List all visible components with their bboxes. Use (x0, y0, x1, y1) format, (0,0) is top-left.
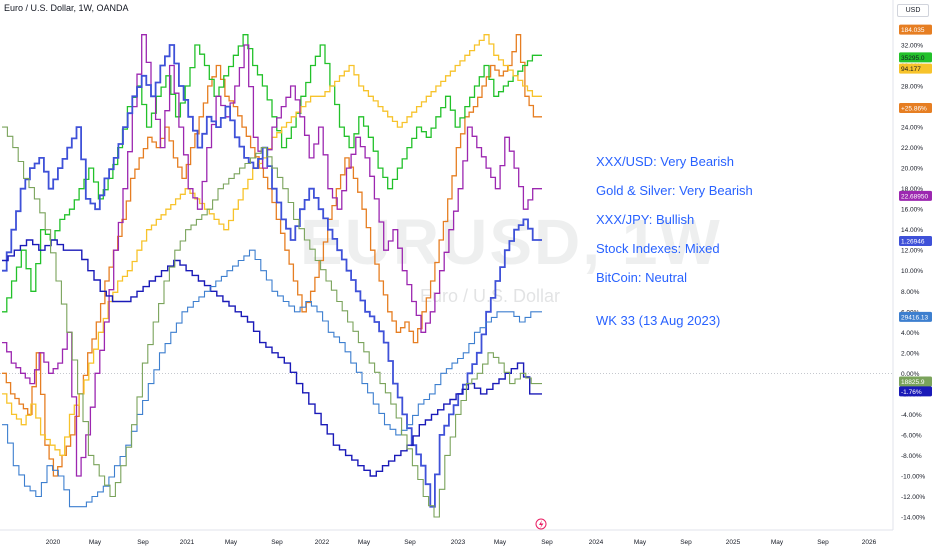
y-tick-label: 12.00% (901, 248, 923, 255)
annotation-stock-indexes: Stock Indexes: Mixed (596, 241, 720, 256)
y-tick-label: -6.00% (901, 432, 922, 439)
event-lightning-icon[interactable] (535, 518, 547, 530)
price-label: 35295.0 (899, 52, 932, 63)
x-tick-label: 2024 (589, 539, 604, 546)
currency-button[interactable]: USD (897, 4, 929, 17)
svg-text:22.68950: 22.68950 (901, 193, 928, 200)
y-tick-label: 24.00% (901, 125, 923, 132)
series-line (2, 239, 542, 477)
svg-text:35295.0: 35295.0 (901, 55, 925, 62)
series-line (2, 126, 542, 518)
annotation-week: WK 33 (13 Aug 2023) (596, 313, 721, 328)
y-tick-label: 16.00% (901, 207, 923, 214)
y-tick-label: 20.00% (901, 166, 923, 173)
y-tick-label: 14.00% (901, 227, 923, 234)
y-tick-label: 0.00% (901, 371, 920, 378)
y-tick-label: -8.00% (901, 453, 922, 460)
x-tick-label: 2023 (451, 539, 466, 546)
y-tick-label: 10.00% (901, 268, 923, 275)
y-tick-label: 18.00% (901, 186, 923, 193)
x-tick-label: Sep (271, 539, 283, 546)
svg-text:94.177: 94.177 (901, 66, 921, 73)
series-line (2, 34, 542, 477)
price-label: 29416.13 (899, 311, 932, 322)
x-tick-label: May (89, 539, 102, 546)
annotation-bitcoin: BitCoin: Neutral (596, 270, 688, 285)
y-tick-label: 28.00% (901, 84, 923, 91)
x-tick-label: 2026 (862, 539, 877, 546)
y-tick-label: -4.00% (901, 412, 922, 419)
svg-text:184.035: 184.035 (901, 27, 925, 34)
x-tick-label: May (225, 539, 238, 546)
x-tick-label: May (494, 539, 507, 546)
price-label: 184.035 (899, 24, 932, 35)
x-tick-label: Sep (680, 539, 692, 546)
x-tick-label: Sep (541, 539, 553, 546)
price-label: 1.26946 (899, 235, 932, 246)
y-tick-label: -10.00% (901, 473, 925, 480)
x-tick-label: 2025 (726, 539, 741, 546)
y-tick-label: 4.00% (901, 330, 920, 337)
symbol-title: Euro / U.S. Dollar, 1W, OANDA (4, 3, 129, 13)
y-tick-label: 32.00% (901, 43, 923, 50)
svg-text:18825.9: 18825.9 (901, 379, 925, 386)
x-tick-label: May (771, 539, 784, 546)
annotation-gold-silver: Gold & Silver: Very Bearish (596, 183, 753, 198)
y-tick-label: 22.00% (901, 145, 923, 152)
svg-text:1.26946: 1.26946 (901, 239, 925, 246)
price-label: -1.76% (899, 386, 932, 397)
series-line (2, 249, 542, 508)
annotation-xxx-usd: XXX/USD: Very Bearish (596, 154, 734, 169)
y-tick-label: 8.00% (901, 289, 920, 296)
price-label: 18825.9 (899, 376, 932, 387)
x-tick-label: Sep (817, 539, 829, 546)
svg-text:+25.86%: +25.86% (901, 106, 927, 113)
x-tick-label: 2022 (315, 539, 330, 546)
annotation-xxx-jpy: XXX/JPY: Bullish (596, 212, 695, 227)
y-tick-label: 2.00% (901, 350, 920, 357)
x-tick-label: May (634, 539, 647, 546)
x-tick-label: Sep (137, 539, 149, 546)
svg-text:-1.76%: -1.76% (901, 389, 922, 396)
y-tick-label: -12.00% (901, 494, 925, 501)
series-line (2, 34, 542, 313)
y-tick-label: -14.00% (901, 515, 925, 522)
x-tick-label: Sep (404, 539, 416, 546)
watermark-name: Euro / U.S. Dollar (420, 286, 561, 306)
price-label: +25.86% (899, 103, 932, 114)
svg-text:29416.13: 29416.13 (901, 315, 928, 322)
price-label: 22.68950 (899, 190, 932, 201)
price-label: 94.177 (899, 63, 932, 74)
x-tick-label: 2021 (180, 539, 195, 546)
x-tick-label: 2020 (46, 539, 61, 546)
x-tick-label: May (358, 539, 371, 546)
